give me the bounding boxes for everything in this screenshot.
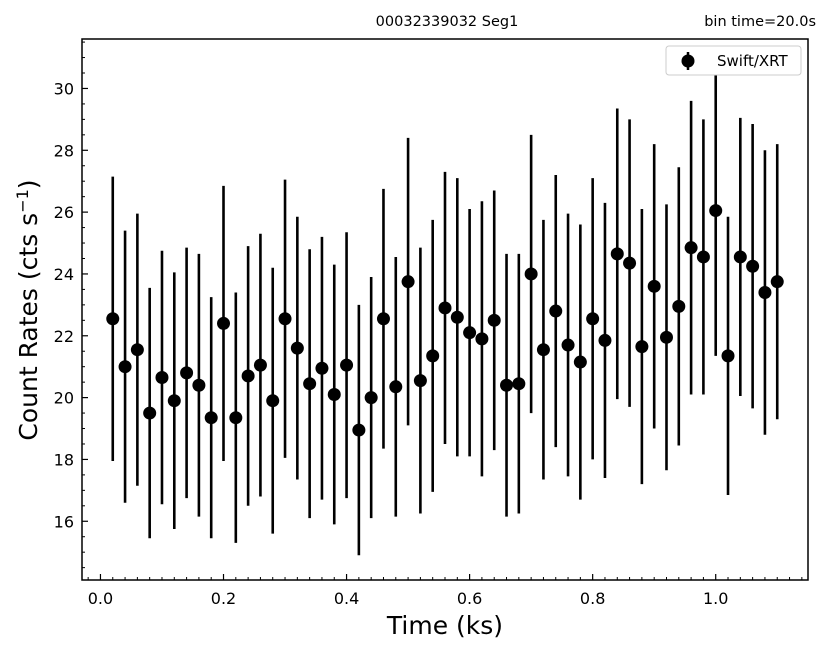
legend: Swift/XRT bbox=[665, 45, 802, 76]
data-point bbox=[672, 299, 686, 313]
data-point bbox=[549, 304, 563, 318]
bin-time-label: bin time=20.0s bbox=[704, 14, 816, 30]
data-point bbox=[426, 349, 440, 363]
data-point bbox=[303, 377, 317, 391]
legend-marker bbox=[681, 54, 695, 68]
data-point bbox=[352, 423, 366, 437]
data-point bbox=[413, 374, 427, 388]
legend-label: Swift/XRT bbox=[717, 52, 789, 70]
data-point bbox=[450, 310, 464, 324]
data-point bbox=[623, 256, 637, 270]
data-point bbox=[733, 250, 747, 264]
data-point bbox=[106, 312, 120, 326]
y-tick-label: 26 bbox=[54, 203, 74, 222]
data-point bbox=[610, 247, 624, 261]
y-tick-label: 16 bbox=[54, 512, 74, 531]
data-point bbox=[143, 406, 157, 420]
data-point bbox=[364, 391, 378, 405]
legend-box bbox=[665, 45, 802, 76]
y-tick-label: 30 bbox=[54, 79, 74, 98]
y-axis-label: Count Rates (cts s−1) bbox=[13, 179, 44, 440]
data-point bbox=[647, 279, 661, 293]
x-tick-label: 0.6 bbox=[457, 589, 482, 608]
data-point bbox=[770, 275, 784, 289]
y-tick-label: 18 bbox=[54, 450, 74, 469]
data-point bbox=[709, 204, 723, 218]
data-point bbox=[463, 326, 477, 340]
data-point bbox=[475, 332, 489, 346]
data-point bbox=[438, 301, 452, 315]
y-tick-label: 22 bbox=[54, 327, 74, 346]
plot-frame bbox=[81, 38, 809, 581]
data-point bbox=[204, 411, 218, 425]
data-points bbox=[106, 65, 784, 556]
data-point bbox=[315, 361, 329, 375]
data-point bbox=[266, 394, 280, 408]
data-point bbox=[721, 349, 735, 363]
data-point bbox=[635, 340, 649, 354]
data-point bbox=[512, 377, 526, 391]
data-point bbox=[659, 330, 673, 344]
data-point bbox=[327, 388, 341, 402]
data-point bbox=[217, 316, 231, 330]
data-point bbox=[536, 343, 550, 357]
data-point bbox=[278, 312, 292, 326]
x-tick-label: 1.0 bbox=[703, 589, 728, 608]
data-point bbox=[598, 333, 612, 347]
data-point bbox=[253, 358, 267, 372]
x-tick-label: 0.8 bbox=[580, 589, 605, 608]
data-point bbox=[573, 355, 587, 369]
data-point bbox=[389, 380, 403, 394]
data-point bbox=[180, 366, 194, 380]
data-point bbox=[340, 358, 354, 372]
data-point bbox=[155, 371, 169, 385]
data-point bbox=[192, 378, 206, 392]
x-axis-label: Time (ks) bbox=[386, 611, 503, 640]
x-tick-label: 0.2 bbox=[211, 589, 236, 608]
data-point bbox=[561, 338, 575, 352]
data-point bbox=[487, 313, 501, 327]
data-point bbox=[229, 411, 243, 425]
data-point bbox=[376, 312, 390, 326]
x-tick-label: 0.0 bbox=[88, 589, 113, 608]
y-tick-label: 28 bbox=[54, 141, 74, 160]
data-point bbox=[401, 275, 415, 289]
y-tick-label: 24 bbox=[54, 265, 74, 284]
y-axis-label-superscript: −1 bbox=[13, 189, 32, 213]
data-point bbox=[118, 360, 132, 374]
data-point bbox=[586, 312, 600, 326]
data-point bbox=[758, 285, 772, 299]
y-tick-label: 20 bbox=[54, 389, 74, 408]
data-point bbox=[696, 250, 710, 264]
data-point bbox=[167, 394, 181, 408]
data-point bbox=[130, 343, 144, 357]
data-point bbox=[746, 259, 760, 273]
data-point bbox=[290, 341, 304, 355]
chart-title: 00032339032 Seg1 bbox=[376, 14, 519, 30]
x-tick-label: 0.4 bbox=[334, 589, 359, 608]
data-point bbox=[524, 267, 538, 281]
data-point bbox=[500, 378, 514, 392]
data-point bbox=[241, 369, 255, 383]
data-point bbox=[684, 241, 698, 255]
